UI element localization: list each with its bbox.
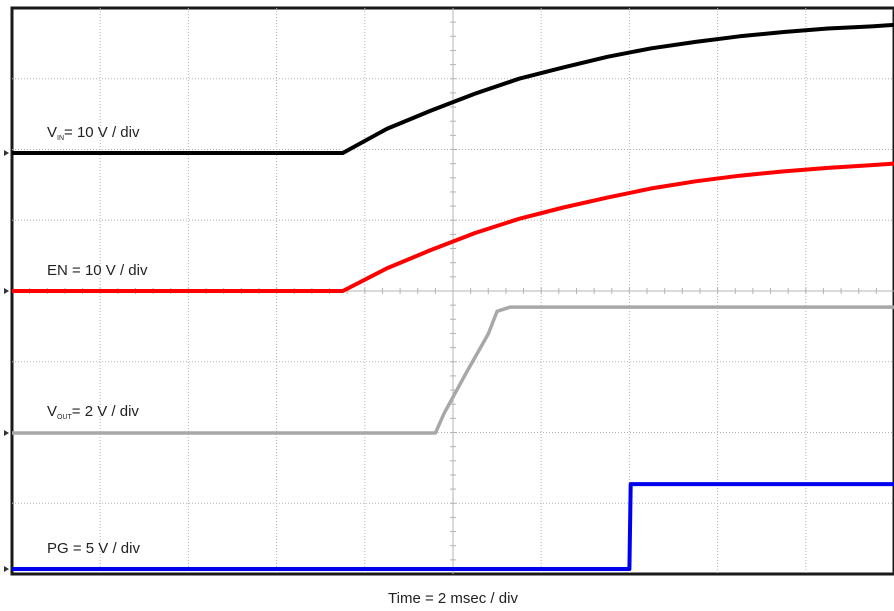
series-label-pg: PG = 5 V / div: [47, 540, 140, 557]
ground-marker: [4, 288, 9, 294]
trace-vout: [12, 305, 894, 435]
ground-marker: [4, 150, 9, 156]
ground-marker: [4, 566, 9, 572]
trace-vin: [12, 22, 894, 155]
series-label-vin: VIN= 10 V / div: [47, 124, 140, 142]
traces: [12, 22, 894, 571]
trace-pg: [12, 482, 894, 571]
trace-en: [12, 161, 894, 293]
ground-marker: [4, 430, 9, 436]
x-axis-label: Time = 2 msec / div: [388, 590, 518, 607]
series-label-en: EN = 10 V / div: [47, 262, 148, 279]
ground-markers: [4, 150, 9, 572]
series-label-vout: VOUT= 2 V / div: [47, 403, 139, 421]
